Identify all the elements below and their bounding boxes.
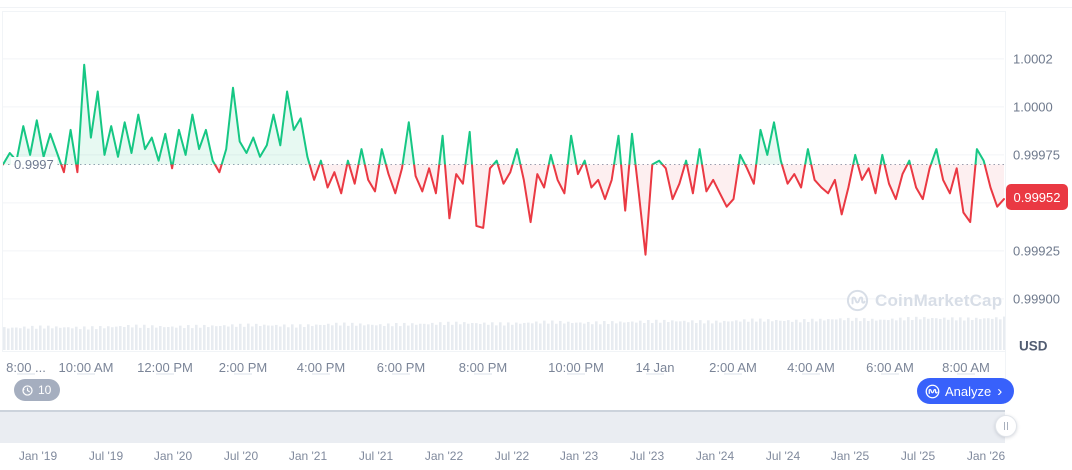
chevron-right-icon: › [997,382,1003,400]
x-axis-tick-label: 4:00 AM [787,360,835,375]
x-axis-tick-label: 6:00 PM [376,360,426,375]
x-axis-tick-label: 10:00 AM [58,360,114,375]
x-axis-tick-label: 4:00 PM [296,360,346,375]
x-axis-tick [881,373,899,375]
x-axis-tick [77,373,95,375]
x-axis-tick-label: 8:00 PM [458,360,508,375]
x-axis-tick-label: 14 Jan [635,360,675,375]
x-axis-tick-label: 12:00 PM [137,360,193,375]
timeline-tick-label: Jan '25 [830,449,870,463]
x-axis-tick [17,373,35,375]
x-axis-tick-label: 2:00 AM [709,360,757,375]
analyze-button[interactable]: Analyze › [917,378,1015,404]
timeline-tick-label: Jul '22 [494,449,530,463]
x-axis-tick-label: 6:00 AM [866,360,914,375]
timeline-tick-label: Jan '23 [559,449,599,463]
currency-unit-label[interactable]: USD [1019,338,1048,354]
coinmarketcap-logo-icon [925,384,940,398]
y-axis-tick-label: 1.0002 [1013,51,1053,67]
y-axis-tick-label: 0.99900 [1013,291,1060,307]
x-axis-tick [802,373,820,375]
x-axis-tick-label: 2:00 PM [218,360,268,375]
timeline-tick-label: Jul '20 [223,449,259,463]
price-chart-canvas[interactable] [0,0,1005,410]
y-axis-line [1005,12,1006,404]
x-axis-tick [474,373,492,375]
timeline-tick-label: Jul '25 [900,449,936,463]
x-axis-tick [234,373,252,375]
x-axis-tick-label: 8:00 AM [942,360,990,375]
timeline-tick-label: Jul '24 [765,449,801,463]
x-axis-tick [957,373,975,375]
y-axis-tick-label: 0.99975 [1013,147,1060,163]
x-axis-tick [156,373,174,375]
timeline-tick-label: Jan '19 [18,449,58,463]
navigator-drag-handle[interactable] [995,415,1017,437]
price-line-up [2,63,1004,165]
analyze-label: Analyze [945,383,992,399]
x-axis-tick [392,373,410,375]
x-axis-tick-label: 10:00 PM [548,360,604,375]
x-axis-tick [567,373,585,375]
clock-history-icon [22,384,33,396]
current-price-badge: 0.99952 [1006,184,1068,210]
timeline-tick-label: Jul '21 [358,449,394,463]
timeline-tick-label: Jan '22 [424,449,464,463]
y-axis-tick-label: 0.99925 [1013,243,1060,259]
timeline-tick-label: Jan '26 [966,449,1006,463]
history-count: 10 [38,383,52,397]
price-line-down [2,164,1005,256]
x-axis-tick [724,373,742,375]
timeline-tick-label: Jul '23 [629,449,665,463]
top-divider [0,7,1072,8]
timeline-tick-label: Jan '20 [153,449,193,463]
open-price-label: 0.9997 [11,157,57,172]
y-axis-tick-label: 1.0000 [1013,99,1053,115]
x-axis-tick-label: 8:00 ... [6,360,46,375]
timeline-tick-label: Jan '24 [695,449,735,463]
history-count-badge[interactable]: 10 [14,379,61,401]
x-axis-tick [312,373,330,375]
timeline-tick-label: Jul '19 [88,449,124,463]
timeline-navigator[interactable] [0,410,1005,443]
x-axis-tick [646,373,664,375]
timeline-tick-label: Jan '21 [288,449,328,463]
